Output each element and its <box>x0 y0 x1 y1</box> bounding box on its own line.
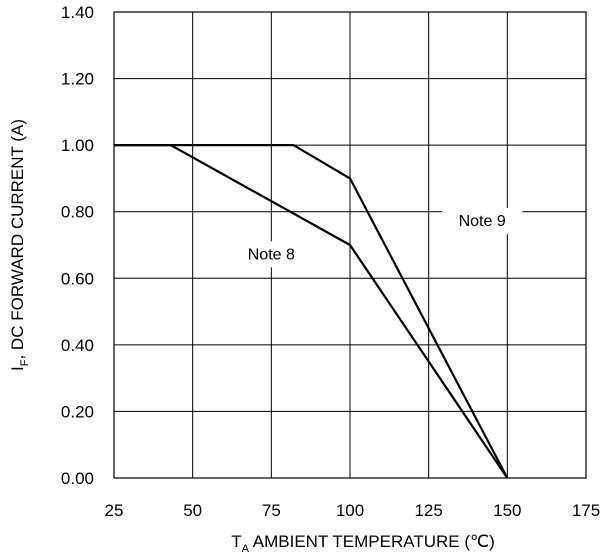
y-tick-label: 0.80 <box>61 203 94 222</box>
note-label: Note 8 <box>248 246 295 263</box>
x-tick-label: 125 <box>414 501 442 520</box>
series-line-2 <box>114 144 509 479</box>
y-tick-label: 1.20 <box>61 70 94 89</box>
note-label: Note 9 <box>459 213 506 230</box>
tick-labels: 25 50 75 100 125 150 175 0.00 0.20 0.40 0.60 0.80 1.… <box>61 3 600 520</box>
x-tick-label: 25 <box>105 501 124 520</box>
y-tick-label: 0.40 <box>61 336 94 355</box>
note-label-background <box>442 208 523 235</box>
y-tick-label: 1.40 <box>61 3 94 22</box>
plot-frame <box>113 11 587 479</box>
x-tick-label: 150 <box>493 501 521 520</box>
series-group <box>114 144 509 479</box>
y-tick-label: 1.00 <box>61 136 94 155</box>
y-tick-label: 0.00 <box>61 469 94 488</box>
grid <box>113 11 587 479</box>
note-label-background <box>231 241 312 268</box>
annotations: Note 8 Note 9 <box>231 208 523 268</box>
series-line-1 <box>114 144 509 479</box>
x-tick-label: 75 <box>262 501 281 520</box>
y-tick-label: 0.20 <box>61 402 94 421</box>
y-axis-label: IF, DC FORWARD CURRENT (A) <box>8 119 31 371</box>
x-axis-label: TA AMBIENT TEMPERATURE (℃) <box>231 532 495 554</box>
x-tick-label: 50 <box>183 501 202 520</box>
y-tick-label: 0.60 <box>61 269 94 288</box>
x-tick-label: 100 <box>336 501 364 520</box>
x-tick-label: 175 <box>572 501 600 520</box>
